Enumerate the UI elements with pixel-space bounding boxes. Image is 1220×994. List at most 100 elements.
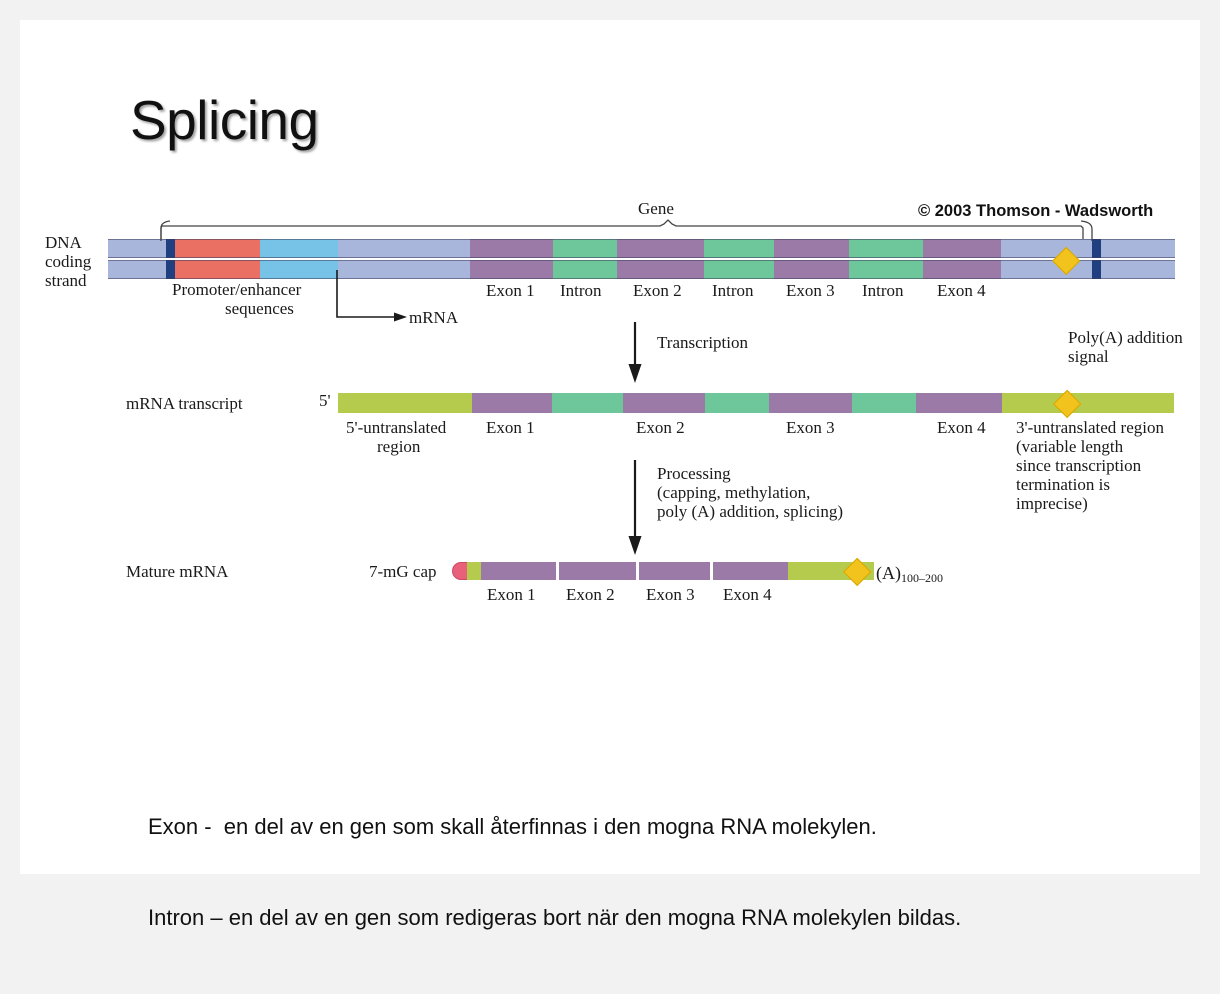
mature-track-label: Exon 3: [646, 585, 695, 604]
dna-segment-intron-2: [704, 260, 774, 279]
dna-segment-intron-3: [849, 239, 923, 258]
transcript-segment-exon-3: [769, 393, 852, 413]
dna-segment-upstream-flank: [108, 260, 166, 279]
mature-segment-exon-3: [639, 562, 710, 580]
transcription-arrow: [628, 322, 642, 383]
dna-segment-start-tick: [166, 239, 175, 258]
polya-signal-label-line1: Poly(A) addition: [1068, 328, 1183, 347]
dna-segment-downstream-b: [1101, 260, 1175, 279]
dna-segment-intron-3: [849, 260, 923, 279]
dna-segment-intron-1: [553, 239, 617, 258]
dna-track-label: Exon 4: [937, 281, 986, 300]
dna-segment-exon-2: [617, 260, 704, 279]
dna-segment-exon-3: [774, 239, 849, 258]
dna-segment-exon-3: [774, 260, 849, 279]
mature-mrna-label: Mature mRNA: [126, 562, 229, 581]
promoter-start-tick-line: [160, 220, 171, 241]
transcript-track-label: Exon 3: [786, 418, 835, 437]
dna-strand-top: [20, 239, 1220, 258]
transcript-track-label: Exon 1: [486, 418, 535, 437]
dna-segment-downstream-a: [1001, 239, 1092, 258]
five-prime-label: 5': [319, 391, 331, 410]
dna-track-label: Exon 1: [486, 281, 535, 300]
three-utr-label-line3: since transcription: [1016, 456, 1142, 475]
mrna-transcript-bar: [20, 393, 1220, 413]
five-utr-label-line2: region: [377, 437, 421, 456]
caption-line-exon: Exon - en del av en gen som skall återfi…: [148, 813, 877, 839]
copyright-notice: © 2003 Thomson - Wadsworth: [918, 202, 1154, 220]
polya-tail-text: (A): [876, 563, 901, 583]
dna-track-label: Exon 3: [786, 281, 835, 300]
dna-segment-exon-2: [617, 239, 704, 258]
transcript-segment-intron-3: [852, 393, 916, 413]
dna-segment-promoter: [175, 260, 260, 279]
mature-track-label: Exon 1: [487, 585, 536, 604]
dna-segment-intron-1: [553, 260, 617, 279]
three-utr-label-line5: imprecise): [1016, 494, 1088, 513]
transcript-segment-five-utr: [338, 393, 472, 413]
mature-mrna-bar: [20, 562, 1220, 580]
mature-track-label: Exon 2: [566, 585, 615, 604]
polya-tail-subscript: 100–200: [901, 571, 943, 585]
dna-strand-label-line1: DNA: [45, 233, 82, 252]
mrna-leader-label: mRNA: [409, 308, 459, 327]
dna-segment-promoter: [175, 239, 260, 258]
promoter-label-line2: sequences: [225, 299, 294, 318]
dna-segment-enhancer: [260, 239, 338, 258]
transcript-track-label: Exon 2: [636, 418, 685, 437]
five-utr-label-line1: 5'-untranslated: [346, 418, 447, 437]
dna-segment-spacer-blue: [338, 260, 470, 279]
transcript-segment-intron-2: [705, 393, 769, 413]
mature-segment-cap-green: [467, 562, 481, 580]
dna-segment-exon-1: [470, 260, 553, 279]
polya-tail-label: (A)100–200: [876, 563, 943, 585]
dna-segment-upstream-flank: [108, 239, 166, 258]
slide-canvas: Splicing © 2003 Thomson - Wadsworth Gene…: [20, 20, 1200, 930]
mrna-transcript-label: mRNA transcript: [126, 394, 243, 413]
dna-track-label: Intron: [560, 281, 602, 300]
promoter-label-line1: Promoter/enhancer: [172, 280, 302, 299]
mature-segment-exon-1: [481, 562, 556, 580]
processing-arrow: [628, 460, 642, 555]
polya-signal-label-line2: signal: [1068, 347, 1109, 366]
mature-segment-exon-2: [559, 562, 636, 580]
three-utr-label-line1: 3'-untranslated region: [1016, 418, 1164, 437]
page-title: Splicing: [130, 89, 319, 151]
dna-segment-intron-2: [704, 239, 774, 258]
cap-label: 7-mG cap: [369, 562, 437, 581]
dna-segment-downstream-b: [1101, 239, 1175, 258]
gene-end-tick-line: [1080, 220, 1093, 241]
dna-strand-label-line3: strand: [45, 271, 87, 290]
dna-track-label: Intron: [862, 281, 904, 300]
dna-segment-end-tick: [1092, 260, 1101, 279]
dna-segment-end-tick: [1092, 239, 1101, 258]
transcript-segment-exon-1: [472, 393, 552, 413]
dna-strand-label-line2: coding: [45, 252, 92, 271]
dna-segment-exon-1: [470, 239, 553, 258]
processing-label-line1: Processing: [657, 464, 731, 483]
mrna-leader-line: [336, 270, 407, 322]
caption-line-intron: Intron – en del av en gen som redigeras …: [148, 904, 962, 930]
caption-block: Exon - en del av en gen som skall återfi…: [148, 751, 961, 994]
transcript-segment-intron-1: [552, 393, 623, 413]
transcript-segment-exon-4: [916, 393, 1002, 413]
three-utr-label-line4: termination is: [1016, 475, 1110, 494]
transcript-segment-three-utr: [1002, 393, 1174, 413]
mature-track-label: Exon 4: [723, 585, 772, 604]
processing-label-line2: (capping, methylation,: [657, 483, 811, 502]
dna-segment-spacer-blue: [338, 239, 470, 258]
transcription-label: Transcription: [657, 333, 748, 352]
three-utr-label-line2: (variable length: [1016, 437, 1124, 456]
transcript-segment-exon-2: [623, 393, 705, 413]
dna-segment-start-tick: [166, 260, 175, 279]
dna-segment-exon-4: [923, 260, 1001, 279]
dna-segment-enhancer: [260, 260, 338, 279]
dna-track-label: Exon 2: [633, 281, 682, 300]
dna-segment-exon-4: [923, 239, 1001, 258]
dna-track-label: Intron: [712, 281, 754, 300]
mature-segment-exon-4: [713, 562, 788, 580]
transcript-track-label: Exon 4: [937, 418, 986, 437]
splicing-diagram: © 2003 Thomson - Wadsworth Gene DNA codi…: [20, 20, 1220, 660]
dna-strand-bottom: [20, 260, 1220, 279]
processing-label-line3: poly (A) addition, splicing): [657, 502, 844, 521]
